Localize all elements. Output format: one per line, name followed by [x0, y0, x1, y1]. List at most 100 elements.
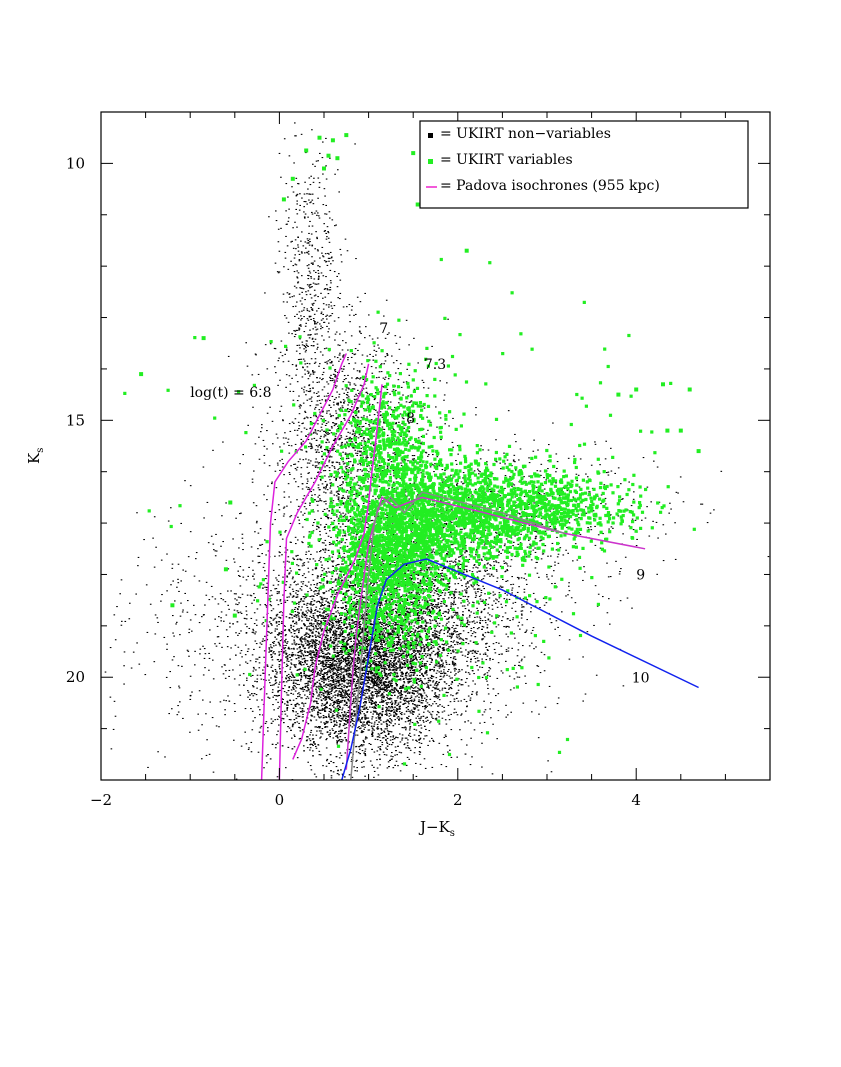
data-point	[371, 338, 374, 340]
data-point	[405, 677, 407, 679]
data-point	[396, 685, 398, 687]
data-point	[424, 671, 426, 673]
data-point	[328, 253, 330, 255]
data-point	[346, 438, 349, 440]
data-point	[345, 719, 347, 721]
data-point	[443, 706, 445, 708]
data-point	[366, 737, 368, 739]
data-point	[323, 526, 326, 528]
data-point	[421, 379, 424, 381]
data-point	[285, 437, 287, 439]
data-point	[308, 337, 311, 339]
data-point	[341, 502, 344, 504]
data-point	[310, 358, 313, 360]
data-point	[315, 528, 318, 530]
data-point	[296, 276, 298, 278]
data-point	[342, 355, 344, 357]
data-point	[310, 307, 312, 309]
data-point	[294, 122, 296, 124]
data-point	[356, 370, 359, 372]
data-point	[356, 407, 358, 409]
data-point	[298, 405, 301, 407]
data-point	[328, 260, 330, 262]
data-point	[328, 328, 330, 330]
data-point	[427, 685, 430, 687]
data-point	[322, 141, 324, 143]
data-point	[315, 283, 318, 285]
data-point	[347, 408, 349, 410]
data-point	[458, 678, 460, 680]
data-point	[343, 392, 345, 394]
data-point	[331, 307, 334, 309]
data-point	[305, 655, 307, 657]
data-point	[266, 430, 268, 432]
data-point	[303, 201, 306, 203]
data-point	[331, 360, 333, 362]
data-point	[410, 643, 413, 645]
data-point	[352, 606, 355, 608]
data-point	[331, 657, 333, 659]
data-point	[305, 322, 307, 324]
data-point	[355, 436, 358, 438]
data-point	[288, 472, 291, 474]
data-point	[355, 452, 357, 454]
data-point	[344, 752, 347, 754]
data-point	[292, 227, 294, 229]
data-point	[376, 337, 379, 339]
data-point	[324, 528, 326, 530]
data-point	[376, 685, 378, 687]
data-point	[310, 277, 313, 279]
data-point	[434, 619, 436, 621]
data-point	[334, 371, 337, 373]
data-point	[293, 636, 296, 638]
data-point	[286, 505, 288, 507]
data-point	[417, 437, 420, 439]
data-point	[265, 721, 268, 723]
data-point	[297, 359, 300, 361]
data-point	[332, 449, 334, 451]
data-point	[338, 500, 340, 502]
data-point	[298, 253, 301, 255]
data-point	[292, 399, 295, 401]
data-point	[315, 329, 318, 331]
data-point	[408, 430, 410, 432]
data-point	[335, 491, 338, 493]
data-point	[391, 739, 394, 741]
data-point	[353, 627, 355, 629]
data-point	[292, 191, 295, 193]
data-point	[288, 452, 291, 454]
data-point	[300, 449, 302, 451]
data-point	[393, 706, 396, 708]
data-point	[399, 413, 402, 415]
data-point	[334, 724, 336, 726]
data-point	[310, 639, 313, 641]
data-point	[307, 334, 309, 336]
data-point	[341, 707, 344, 709]
data-point	[311, 447, 314, 449]
data-point	[344, 685, 346, 687]
data-point	[274, 511, 277, 513]
data-point	[338, 757, 341, 759]
data-point	[303, 672, 305, 674]
data-point	[344, 466, 347, 468]
data-point	[415, 648, 418, 650]
data-point	[418, 696, 420, 698]
data-point	[344, 513, 347, 515]
data-point	[285, 349, 288, 351]
data-point	[349, 432, 351, 434]
data-point	[341, 487, 343, 489]
data-point	[420, 742, 423, 744]
data-point	[422, 381, 425, 383]
data-point	[302, 459, 305, 461]
data-point	[286, 596, 288, 598]
data-point	[318, 451, 320, 453]
data-point	[251, 374, 254, 376]
data-point	[310, 421, 312, 423]
data-point	[303, 427, 306, 429]
data-point	[327, 421, 330, 423]
data-point	[283, 491, 286, 493]
data-point	[408, 758, 410, 760]
data-point	[333, 398, 336, 400]
data-point	[414, 622, 417, 624]
data-point	[335, 418, 338, 420]
